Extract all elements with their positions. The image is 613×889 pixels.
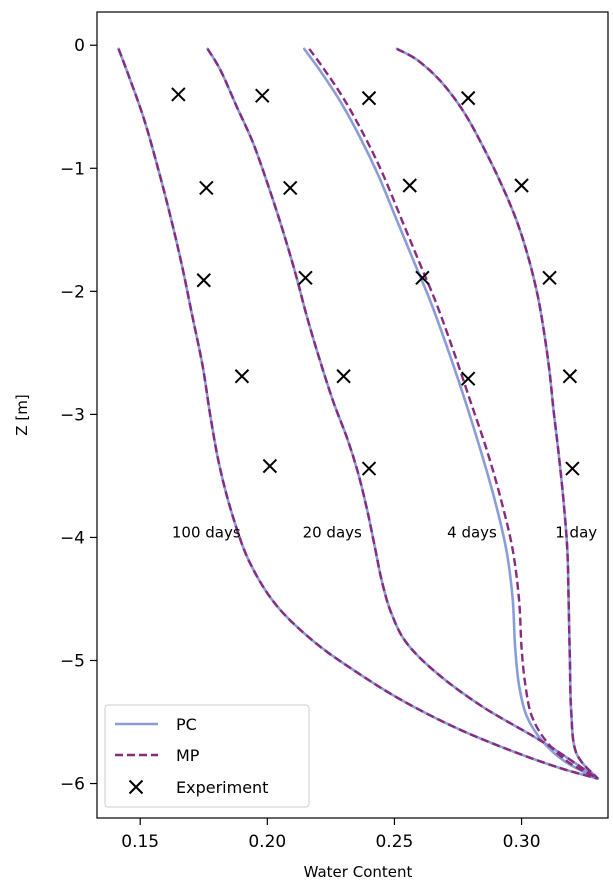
experiment-point-15-stroke-b (460, 90, 476, 106)
experiment-point-4-stroke-b (234, 369, 250, 384)
experiment-point-15 (460, 90, 476, 106)
experiment-point-2-stroke-b (199, 180, 214, 196)
legend: PC MP Experiment (104, 704, 310, 808)
y-tick-label-2: −1 (60, 159, 85, 179)
experiment-point-2 (199, 180, 214, 196)
experiment-point-6 (255, 88, 270, 103)
legend-experiment-marker (128, 779, 144, 795)
experiment-point-8-stroke-b (298, 270, 313, 286)
tick-layer: 0.15 0.20 0.25 0.30 0 −1 −2 −3 −4 −5 −6 (60, 36, 541, 852)
curve-label-100-days: 100 days (172, 523, 241, 541)
experiment-point-5-stroke-b (262, 458, 278, 474)
plot-frame (96, 11, 609, 819)
curve-label-20-days: 20 days (303, 523, 362, 541)
y-tick-label-6: −5 (60, 652, 85, 672)
experiment-point-17-stroke-b (542, 270, 557, 286)
experiment-point-16-stroke-b (514, 178, 529, 193)
experiment-point-11-stroke-b (361, 90, 377, 106)
legend-experiment-x (128, 779, 144, 795)
mp-line-20-days (206, 48, 599, 780)
curve-label-4-days: 4 days (447, 523, 497, 541)
x-tick-label-3: 0.25 (375, 832, 413, 852)
experiment-point-18 (562, 369, 578, 384)
experiment-point-7 (283, 180, 298, 196)
y-tick-label-5: −4 (60, 528, 85, 548)
experiment-point-14 (460, 371, 476, 386)
experiment-point-10 (361, 461, 377, 476)
legend-experiment-label: Experiment (176, 778, 268, 797)
experiment-point-8 (298, 270, 313, 286)
experiment-point-7-stroke-b (283, 180, 298, 196)
legend-pc-label: PC (176, 715, 197, 734)
legend-experiment-x-stroke-b (128, 779, 144, 795)
mp-line-1-day (396, 47, 599, 780)
y-tick-label-4: −3 (60, 405, 85, 425)
experiment-point-13 (415, 270, 430, 286)
data-layer (117, 47, 600, 780)
x-tick-label-4: 0.30 (503, 832, 541, 852)
experiment-point-12 (402, 178, 417, 193)
experiment-point-19-stroke-b (565, 461, 580, 476)
experiment-point-10-stroke-b (361, 461, 377, 476)
y-axis-label: Z [m] (13, 394, 31, 435)
pc-line-4-days (302, 47, 600, 780)
legend-frame (104, 704, 310, 808)
experiment-point-16 (514, 178, 529, 193)
experiment-point-17 (542, 270, 557, 286)
experiment-point-9 (336, 369, 351, 384)
experiment-point-5 (262, 458, 278, 474)
pc-line-1-day (395, 47, 600, 780)
legend-mp-label: MP (176, 746, 200, 765)
y-tick-label-7: −6 (60, 775, 85, 795)
experiment-point-11 (361, 90, 377, 106)
experiment-point-4 (234, 369, 250, 384)
experiment-point-12-stroke-b (402, 178, 417, 193)
x-axis-label: Water Content (304, 863, 413, 881)
y-tick-label-3: −2 (60, 282, 85, 302)
annotation-layer: 100 days 20 days 4 days 1 day (172, 523, 597, 541)
experiment-point-6-stroke-b (255, 88, 270, 103)
experiment-point-13-stroke-b (415, 270, 430, 286)
x-tick-label-2: 0.20 (248, 832, 286, 852)
experiment-point-3-stroke-b (196, 273, 211, 288)
experiment-point-3 (196, 273, 211, 288)
experiment-point-1 (171, 87, 186, 102)
mp-line-100-days (117, 48, 599, 780)
y-tick-label-1: 0 (74, 36, 85, 56)
experiment-point-19 (565, 461, 580, 476)
experiment-point-9-stroke-b (336, 369, 351, 384)
mp-line-4-days (308, 48, 599, 780)
pc-line-20-days (206, 47, 600, 780)
pc-line-100-days (117, 47, 600, 780)
x-tick-label-1: 0.15 (121, 832, 159, 852)
experiment-point-14-stroke-b (460, 371, 476, 386)
experiment-point-18-stroke-b (562, 369, 578, 384)
curve-label-1-day: 1 day (555, 523, 597, 541)
experiment-point-1-stroke-b (171, 87, 186, 102)
